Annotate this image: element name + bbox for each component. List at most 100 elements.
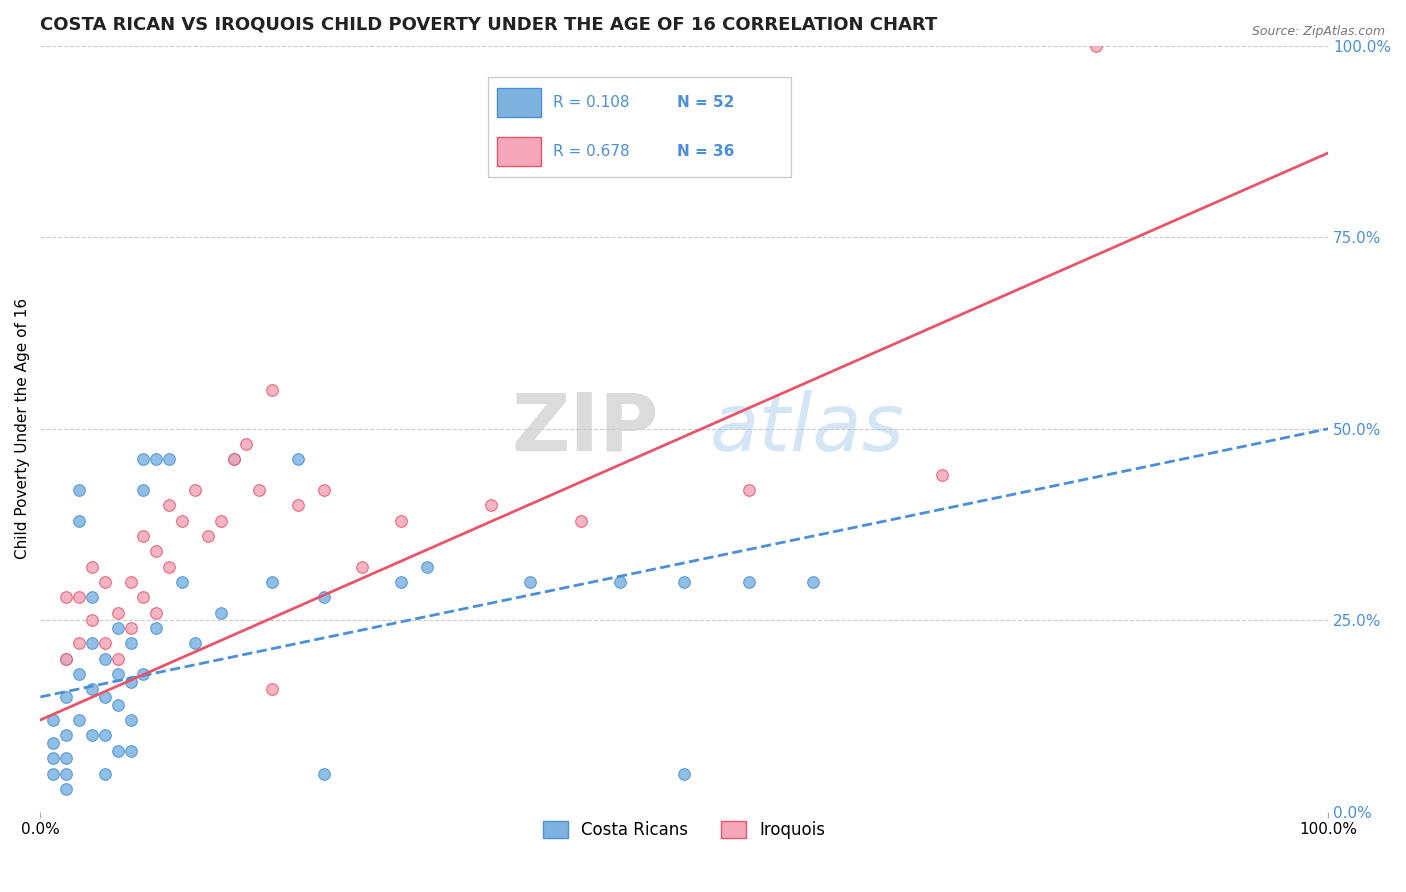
Point [209,514,232,528]
Text: R = 0.108: R = 0.108 [553,95,630,110]
Point [107,743,129,757]
Point [94,636,117,650]
Text: atlas: atlas [710,390,905,467]
Point [222,452,245,467]
Point [94,766,117,780]
Point [120,621,142,635]
Point [42,736,65,750]
Point [247,483,270,497]
Point [287,452,309,467]
Text: ZIP: ZIP [512,390,658,467]
Point [197,529,219,543]
Point [170,514,193,528]
Point [107,667,129,681]
Point [42,713,65,727]
Point [132,529,155,543]
Point [262,682,284,697]
Point [1085,38,1108,53]
Point [67,483,90,497]
Point [120,574,142,589]
Text: N = 36: N = 36 [676,145,734,160]
Point [519,574,541,589]
Point [94,728,117,742]
Point [184,636,207,650]
Legend: Costa Ricans, Iroquois: Costa Ricans, Iroquois [536,814,832,846]
Point [42,751,65,765]
Point [931,467,953,482]
Point [352,559,374,574]
Point [80,636,103,650]
Point [120,743,142,757]
Point [55,651,77,665]
Text: COSTA RICAN VS IROQUOIS CHILD POVERTY UNDER THE AGE OF 16 CORRELATION CHART: COSTA RICAN VS IROQUOIS CHILD POVERTY UN… [41,15,938,33]
Point [479,499,502,513]
Point [157,452,180,467]
Point [55,728,77,742]
Point [145,621,167,635]
Point [569,514,592,528]
Point [170,574,193,589]
Point [673,766,696,780]
Bar [498,88,541,117]
Point [80,591,103,605]
Point [262,384,284,398]
Point [67,667,90,681]
Point [145,452,167,467]
Point [145,606,167,620]
Point [157,559,180,574]
Point [94,690,117,704]
Point [389,514,412,528]
Text: N = 52: N = 52 [676,95,734,110]
Point [120,674,142,689]
Point [132,483,155,497]
Point [94,574,117,589]
Point [737,574,759,589]
Point [312,766,335,780]
Point [120,636,142,650]
Point [107,606,129,620]
Point [55,591,77,605]
Bar [498,137,541,166]
Point [222,452,245,467]
Point [737,483,759,497]
Point [609,574,631,589]
Point [55,651,77,665]
Point [67,636,90,650]
Point [235,437,257,451]
Point [107,698,129,712]
Point [107,651,129,665]
Point [80,559,103,574]
Point [67,514,90,528]
Point [120,713,142,727]
Point [184,483,207,497]
Point [132,591,155,605]
Point [312,591,335,605]
FancyBboxPatch shape [488,77,792,178]
Point [55,751,77,765]
Point [80,682,103,697]
Text: R = 0.678: R = 0.678 [553,145,630,160]
Text: Source: ZipAtlas.com: Source: ZipAtlas.com [1251,25,1385,38]
Point [67,591,90,605]
Point [312,483,335,497]
Point [389,574,412,589]
Point [94,651,117,665]
Point [132,667,155,681]
Point [55,781,77,796]
Point [107,621,129,635]
Point [673,574,696,589]
Point [157,499,180,513]
Point [145,544,167,558]
Point [55,766,77,780]
Point [416,559,439,574]
Point [42,766,65,780]
Point [287,499,309,513]
Point [209,606,232,620]
Point [55,690,77,704]
Point [67,713,90,727]
Y-axis label: Child Poverty Under the Age of 16: Child Poverty Under the Age of 16 [15,298,30,559]
Point [132,452,155,467]
Point [262,574,284,589]
Point [801,574,824,589]
Point [80,728,103,742]
